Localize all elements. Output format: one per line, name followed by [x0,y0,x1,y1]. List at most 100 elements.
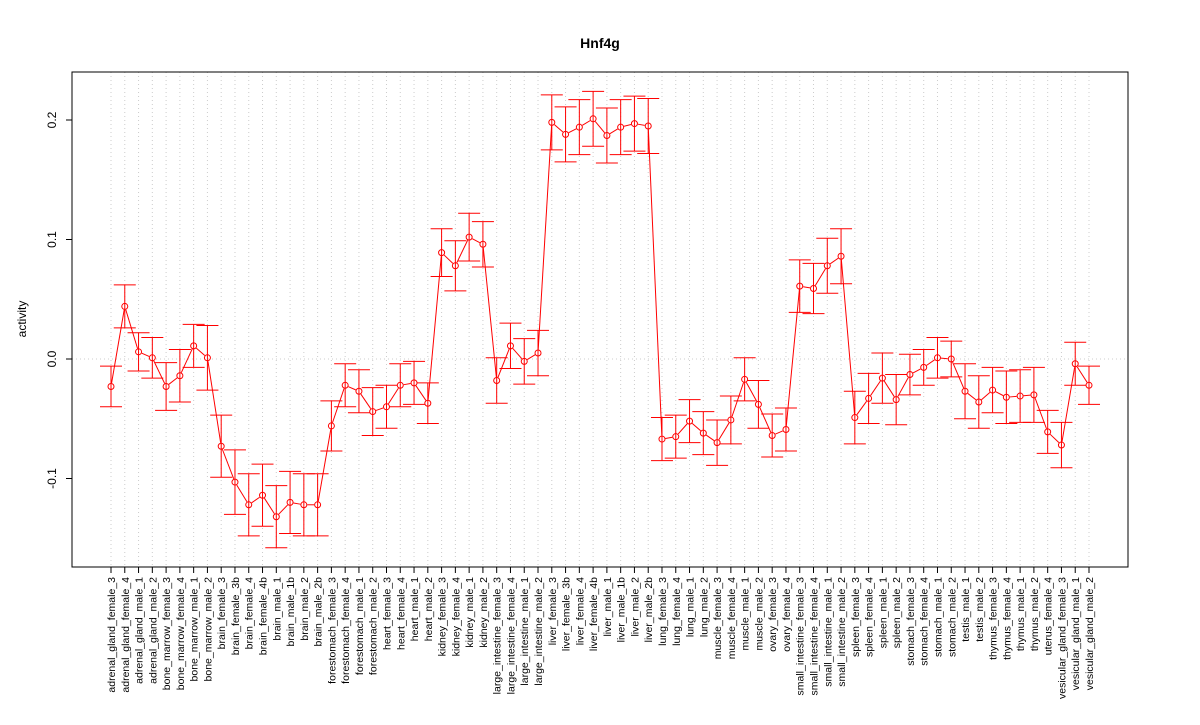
data-point [1030,391,1038,399]
data-point [327,422,335,430]
series-line-segment [415,385,427,401]
data-point [796,282,804,290]
series-line-segment [691,423,701,432]
series-line-segment [883,380,895,397]
x-tick-label: muscle_male_1 [740,577,752,651]
data-point [603,132,611,140]
data-point [314,501,322,509]
data-point [892,396,900,404]
x-tick-label: adrenal_gland_female_4 [120,577,132,693]
x-tick-label: testis_male_1 [960,577,972,642]
data-point [341,381,349,389]
x-tick-label: spleen_male_2 [891,577,903,648]
x-tick-label: heart_female_3 [381,577,393,650]
data-point [644,122,652,130]
chart-title: Hnf4g [580,35,620,51]
data-point [658,435,666,443]
x-tick-label: adrenal_gland_female_3 [106,577,118,693]
x-tick-label: ovary_female_4 [781,577,793,652]
data-point [865,394,873,402]
series-line-segment [705,434,715,442]
x-tick-label: liver_male_1b [616,577,628,643]
x-tick-label: liver_female_3 [547,577,559,645]
x-tick-label: lung_female_3 [657,577,669,646]
series-line-segment [263,497,275,515]
data-point [479,240,487,248]
x-tick-label: spleen_male_1 [877,577,889,648]
series-line-segment [1009,395,1017,398]
data-point [878,374,886,382]
series-line-segment [952,362,965,389]
series-line-segment [856,400,867,416]
x-tick-label: thymus_female_3 [988,577,1000,660]
data-point [548,118,556,126]
data-point [810,284,818,292]
x-tick-label: brain_female_4 [244,577,256,650]
x-tick-label: vesicular_gland_male_2 [1084,577,1096,690]
series-line-segment [1076,366,1088,383]
y-axis-label: activity [15,301,29,338]
series-line-segment [125,309,139,349]
x-tick-label: kidney_female_3 [437,577,449,657]
x-tick-label: brain_male_2 [299,577,311,641]
series-line-segment [537,125,553,350]
y-tick-label: -0.1 [45,468,59,489]
series-line-segment [718,422,730,440]
data-point [451,262,459,270]
data-point [203,354,211,362]
series-line-segment [207,361,222,443]
x-tick-label: bone_marrow_male_2 [202,577,214,682]
series-line-segment [803,286,811,289]
data-point [575,123,583,131]
x-tick-label: small_intestine_male_1 [822,577,834,687]
data-point [493,377,501,385]
x-tick-label: vesicular_gland_male_1 [1070,577,1082,690]
data-point [989,386,997,394]
data-point [217,442,225,450]
series-line-segment [829,257,839,265]
data-point [617,123,625,131]
x-tick-label: forestomach_male_2 [368,577,380,675]
x-tick-label: kidney_female_4 [450,577,462,657]
x-tick-label: stomach_male_1 [932,577,944,657]
x-tick-label: heart_male_2 [423,577,435,641]
x-tick-label: bone_marrow_male_1 [189,577,201,682]
series-line-segment [293,502,301,505]
series-line-segment [403,383,411,386]
data-point [961,387,969,395]
series-line-segment [168,377,178,385]
series-line-segment [360,393,372,409]
data-point [245,501,253,509]
data-point [135,348,143,356]
y-axis: -0.1 0.0 0.1 0.2 [45,111,73,489]
series-line-segment [221,449,235,479]
data-point [782,426,790,434]
x-tick-label: lung_male_2 [698,577,710,637]
data-point [906,371,914,379]
data-point [1002,393,1010,401]
series-line-segment [940,357,948,360]
series-line-segment [967,393,977,401]
series-line-segment [995,391,1004,397]
x-tick-label: vesicular_gland_female_3 [1056,577,1068,699]
x-tick-label: testis_male_2 [974,577,986,642]
x-tick-label: liver_male_1 [602,577,614,637]
series-line-segment [926,359,935,366]
data-point [1044,428,1052,436]
series-line-segment [482,247,497,378]
series-line-segment [840,259,856,415]
data-point [520,357,528,365]
data-point [947,355,955,363]
data-point [713,439,721,447]
x-tick-label: forestomach_male_1 [354,577,366,675]
data-point [190,342,198,350]
series-line-segment [251,496,260,504]
x-tick-label: brain_male_2b [313,577,325,647]
x-tick-label: forestomach_female_4 [340,577,352,684]
data-point [396,381,404,389]
data-point [920,363,928,371]
series-line-segment [759,407,772,433]
series-line-segment [111,309,125,384]
series-line-segment [775,430,783,435]
data-point [1071,360,1079,368]
